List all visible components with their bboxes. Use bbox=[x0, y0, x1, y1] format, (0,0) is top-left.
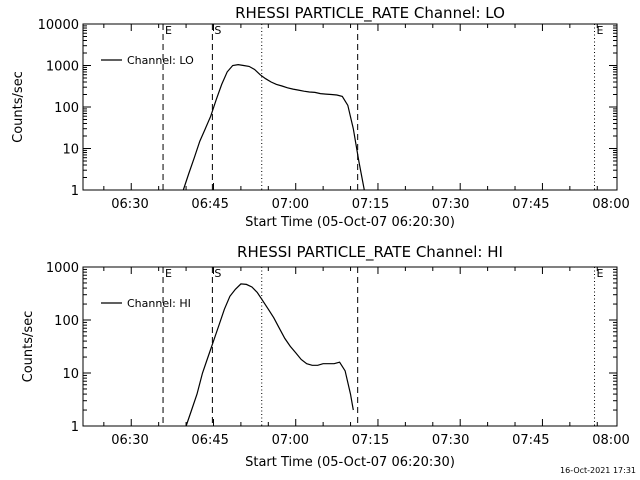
panel-1-ytick-label: 100 bbox=[54, 101, 79, 116]
panel-2-xtick-label: 07:15 bbox=[352, 433, 389, 448]
panel-1-xtick-label: 07:15 bbox=[352, 197, 389, 212]
panel-2-series-line bbox=[185, 283, 354, 427]
panel-2-ytick-label: 1000 bbox=[46, 261, 79, 276]
panel-2-xtick-label: 07:30 bbox=[432, 433, 469, 448]
panel-2-marker-label: E bbox=[165, 267, 172, 280]
panel-1-marker-label: S bbox=[214, 24, 221, 37]
panel-1-xlabel: Start Time (05-Oct-07 06:20:30) bbox=[245, 215, 455, 230]
panel-1-xtick-label: 06:30 bbox=[111, 197, 148, 212]
panel-2-ytick-label: 100 bbox=[54, 314, 79, 329]
panel-1-ylabel: Counts/sec bbox=[11, 71, 26, 143]
panel-2-ytick-label: 1 bbox=[71, 420, 79, 435]
panel-1-ytick-label: 1000 bbox=[46, 60, 79, 75]
panel-2-ylabel: Counts/sec bbox=[21, 311, 36, 383]
panel-1-ytick-label: 10 bbox=[62, 143, 79, 158]
panel-1-legend-label: Channel: LO bbox=[127, 54, 194, 67]
panel-2-marker-label: S bbox=[214, 267, 221, 280]
panel-2-xtick-label: 08:00 bbox=[592, 433, 629, 448]
panel-1-marker-label: E bbox=[165, 24, 172, 37]
panel-2-legend-label: Channel: HI bbox=[127, 297, 191, 310]
panel-2-xtick-label: 07:00 bbox=[272, 433, 309, 448]
panel-1-xtick-label: 07:45 bbox=[512, 197, 549, 212]
panel-2-xtick-label: 06:45 bbox=[191, 433, 228, 448]
panel-1-series-line bbox=[182, 63, 365, 191]
panel-1-title: RHESSI PARTICLE_RATE Channel: LO bbox=[235, 4, 505, 23]
panel-2-xtick-label: 06:30 bbox=[111, 433, 148, 448]
plot-timestamp: 16-Oct-2021 17:31 bbox=[560, 466, 636, 475]
panel-2-xlabel: Start Time (05-Oct-07 06:20:30) bbox=[245, 455, 455, 470]
panel-2-title: RHESSI PARTICLE_RATE Channel: HI bbox=[237, 243, 503, 262]
panel-1-xtick-label: 07:00 bbox=[272, 197, 309, 212]
panel-2-xtick-label: 07:45 bbox=[512, 433, 549, 448]
panel-1-marker-label: E bbox=[597, 24, 604, 37]
panel-2-marker-label: E bbox=[597, 267, 604, 280]
panel-1-xtick-label: 06:45 bbox=[191, 197, 228, 212]
panel-1-xtick-label: 07:30 bbox=[432, 197, 469, 212]
panel-2-ytick-label: 10 bbox=[62, 367, 79, 382]
panel-1-xtick-label: 08:00 bbox=[592, 197, 629, 212]
panel-1-ytick-label: 1 bbox=[71, 184, 79, 199]
panel-1-ytick-label: 10000 bbox=[38, 18, 79, 33]
panel-2-plot-frame bbox=[82, 266, 618, 427]
